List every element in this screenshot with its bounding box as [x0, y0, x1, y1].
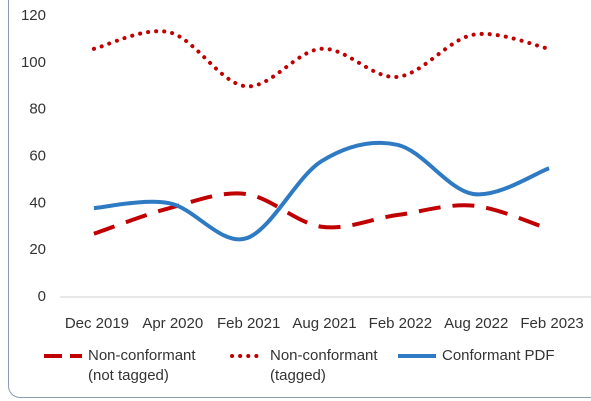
legend-label: Conformant PDF	[442, 347, 555, 364]
y-tick-label: 60	[29, 147, 46, 164]
y-tick-label: 0	[38, 288, 46, 305]
x-tick-label: Feb 2022	[369, 315, 432, 332]
y-tick-label: 20	[29, 241, 46, 258]
x-tick-label: Feb 2021	[217, 315, 280, 332]
x-tick-label: Aug 2021	[292, 315, 356, 332]
series-line	[93, 191, 550, 236]
y-tick-label: 120	[21, 7, 46, 24]
y-tick-label: 40	[29, 194, 46, 211]
x-tick-label: Aug 2022	[444, 315, 508, 332]
y-tick-label: 100	[21, 54, 46, 71]
x-tick-label: Feb 2023	[520, 315, 583, 332]
series-line	[93, 140, 550, 242]
legend-label: Non-conformant (not tagged)	[88, 347, 196, 384]
y-tick-label: 80	[29, 101, 46, 118]
legend-label: Non-conformant (tagged)	[270, 347, 378, 384]
series-line	[91, 29, 552, 89]
x-tick-label: Apr 2020	[142, 315, 203, 332]
card-frame	[8, 0, 591, 398]
x-tick-label: Dec 2019	[65, 315, 129, 332]
